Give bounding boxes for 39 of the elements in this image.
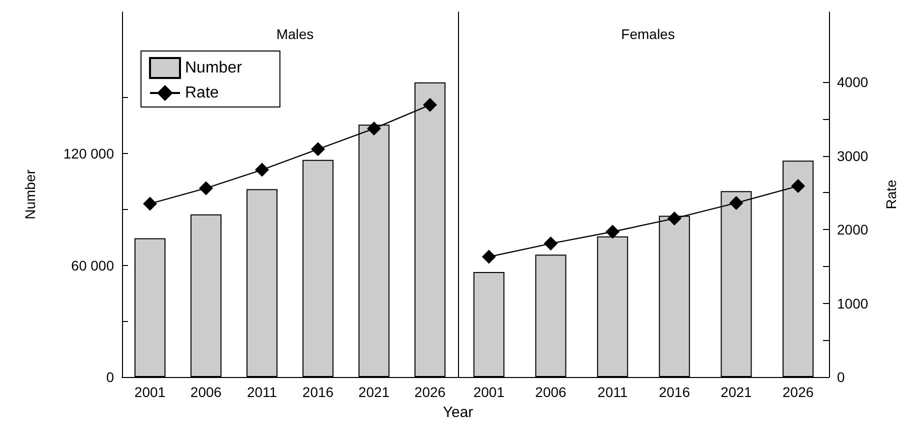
- point: [255, 162, 269, 177]
- point: [544, 236, 558, 251]
- y-tick-label: 60 000: [71, 257, 114, 274]
- point: [606, 224, 620, 239]
- y2-tick-label: 2000: [837, 222, 868, 238]
- text: Females: [621, 26, 675, 42]
- x-tick-label: 2006: [190, 384, 222, 400]
- text: Males: [276, 26, 314, 42]
- x-tick-label: 2021: [358, 384, 390, 400]
- x-tick-label: 2006: [535, 384, 567, 400]
- x-tick-label: 2001: [134, 384, 166, 400]
- y2-tick-label: 1000: [837, 295, 868, 312]
- point: [199, 181, 213, 196]
- x-tick-label: 2001: [473, 384, 505, 400]
- y2-tick-label: 0: [837, 369, 845, 385]
- legend-label: Rate: [185, 84, 219, 102]
- y2-tick-label: 4000: [837, 74, 868, 90]
- x-tick-label: 2026: [414, 384, 446, 400]
- x-tick-label: 2016: [658, 384, 690, 400]
- x-tick-label: 2011: [598, 384, 628, 400]
- y2-tick-label: 3000: [837, 148, 868, 164]
- x-tick-label: 2021: [720, 384, 752, 400]
- y-axis-title: Number: [22, 169, 38, 220]
- point: [143, 196, 157, 211]
- y2-axis-title: Rate: [883, 180, 899, 210]
- x-tick-label: 2026: [782, 384, 814, 400]
- x-axis-title: Year: [442, 404, 474, 421]
- point: [667, 211, 682, 226]
- point: [791, 179, 806, 194]
- y-tick-label: 120 000: [63, 146, 114, 162]
- point: [311, 142, 325, 156]
- point: [367, 122, 381, 136]
- x-tick-label: 2016: [302, 384, 334, 400]
- y-tick-label: 0: [106, 369, 114, 385]
- legend-label: Number: [185, 60, 243, 76]
- x-tick-label: 2011: [246, 384, 278, 400]
- point: [423, 98, 437, 112]
- point: [729, 196, 744, 210]
- point: [482, 250, 496, 264]
